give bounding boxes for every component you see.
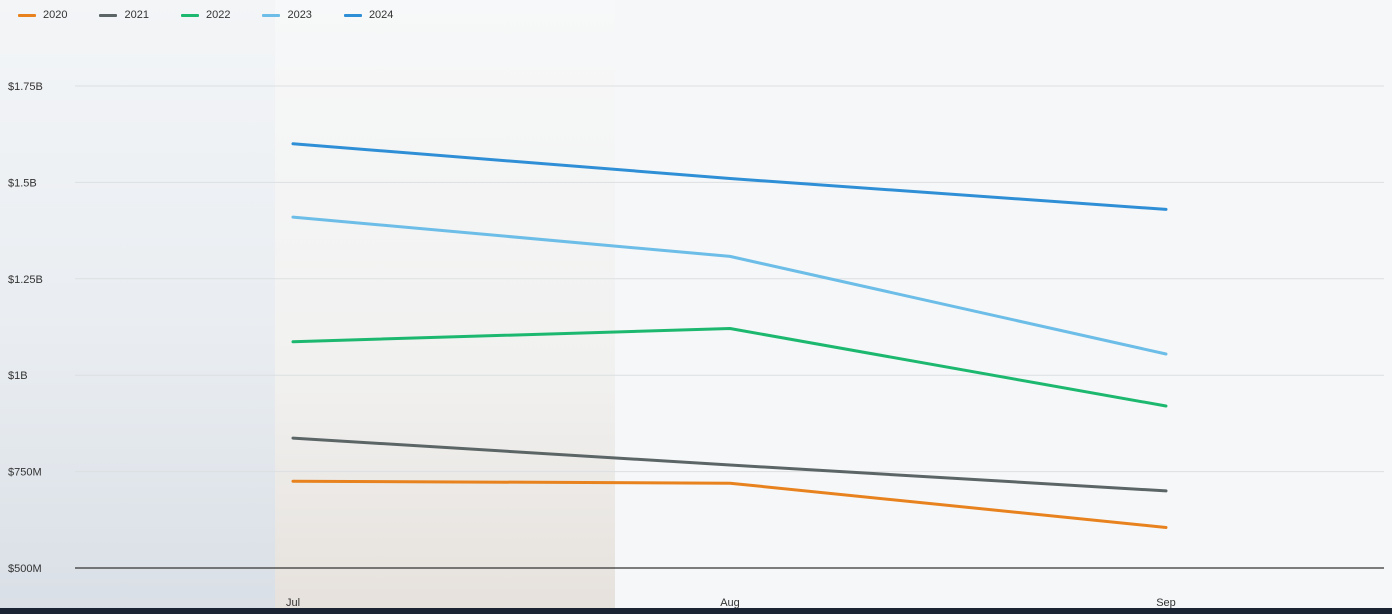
legend-item[interactable]: 2023 [262,9,312,21]
x-tick-label: Aug [720,597,740,609]
legend-swatch [343,13,362,17]
series-line-2021[interactable] [291,436,1168,493]
legend-item[interactable]: 2020 [18,9,67,21]
legend-label: 2021 [124,9,149,21]
legend-swatch [180,13,199,17]
legend-swatch [262,13,281,17]
background-windmill-image [275,0,615,614]
y-tick-label: $1.5B [8,177,37,189]
series-line-2024[interactable] [291,142,1168,211]
legend-item[interactable]: 2021 [99,9,149,21]
legend-label: 2022 [205,9,231,21]
y-tick-label: $1.75B [8,81,43,93]
legend-item[interactable]: 2024 [343,9,394,21]
background-left-image [0,0,280,614]
bottom-strip [0,608,1392,614]
y-tick-label: $500M [8,563,42,575]
x-tick-label: Jul [286,597,300,609]
legend-swatch [99,13,118,17]
series-line-2023[interactable] [291,215,1168,356]
legend-swatch [18,13,36,17]
legend-label: 2024 [368,9,394,21]
legend-label: 2020 [43,9,68,21]
x-tick-label: Sep [1156,597,1176,609]
y-tick-label: $1.25B [8,274,43,286]
y-tick-label: $750M [8,467,42,479]
series-line-2020[interactable] [291,479,1168,529]
legend-label: 2023 [287,9,312,21]
series-line-2022[interactable] [291,327,1168,408]
legend-item[interactable]: 2022 [180,9,231,21]
chart-legend: 2020 2021 2022 2023 2024 [18,9,425,21]
y-tick-label: $1B [8,370,28,382]
